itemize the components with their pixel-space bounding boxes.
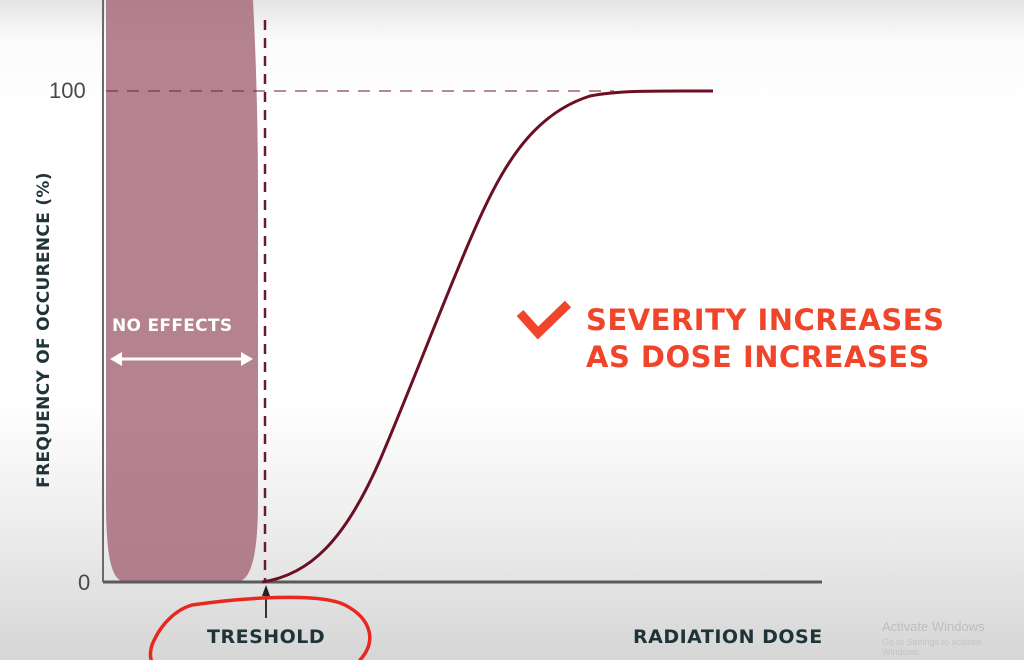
activate-windows-title: Activate Windows [882,619,985,634]
threshold-label: TRESHOLD [207,626,326,648]
y-axis-label: FREQUENCY OF OCCURENCE (%) [34,172,54,488]
severity-annotation: SEVERITY INCREASES AS DOSE INCREASES [586,302,944,376]
no-effects-region [106,0,258,582]
checkmark-icon [516,300,572,340]
y-tick-0: 0 [78,570,91,595]
double-arrow-icon [110,352,253,366]
dose-response-curve [261,89,714,584]
annotation-line-1: SEVERITY INCREASES [586,303,945,337]
no-effects-label: NO EFFECTS [112,316,233,336]
annotation-line-2: AS DOSE INCREASES [586,340,930,374]
activate-windows-subtitle: Go to Settings to activate Windows. [882,637,983,657]
x-axis-label: RADIATION DOSE [633,626,823,648]
y-tick-100: 100 [49,78,86,103]
threshold-arrow-icon [262,585,270,618]
highlight-circle [148,595,372,660]
